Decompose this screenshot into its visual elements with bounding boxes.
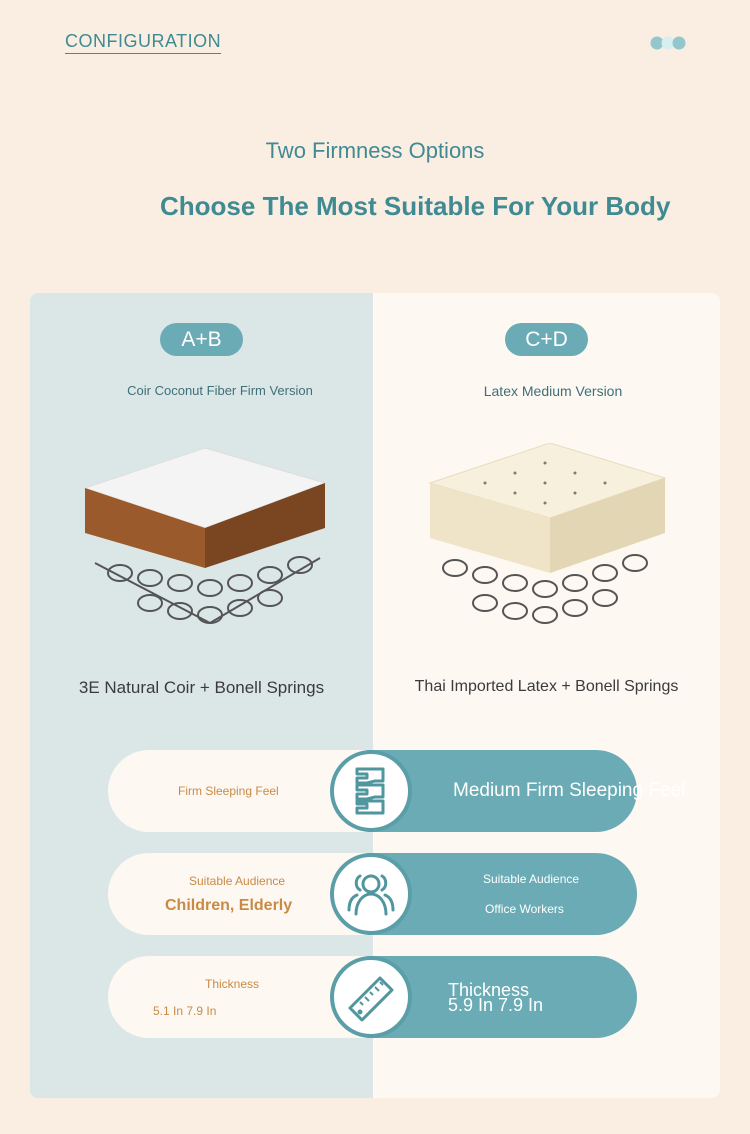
option-badge: A+B — [160, 323, 243, 356]
page-title: Choose The Most Suitable For Your Body — [160, 191, 671, 221]
latex-mattress-image — [428, 443, 667, 624]
audience-value: Children, Elderly — [165, 897, 293, 914]
option-combo: Thai Imported Latex + Bonell Springs — [414, 678, 679, 695]
feel-row: Firm Sleeping Feel Medium Firm Sleeping … — [108, 750, 685, 832]
thickness-value: 5.1 In 7.9 In — [153, 1004, 217, 1018]
audience-label: Suitable Audience — [189, 874, 286, 888]
medium-feel-text: Medium Firm Sleeping Feel — [453, 780, 686, 801]
option-version: Coir Coconut Fiber Firm Version — [127, 383, 313, 398]
subtitle: Two Firmness Options — [265, 138, 485, 163]
coir-mattress-image — [83, 447, 327, 625]
ruler-icon — [348, 976, 394, 1022]
audience-label: Suitable Audience — [483, 872, 580, 886]
thickness-label: Thickness — [448, 980, 530, 1000]
thickness-row: Thickness 5.1 In 7.9 In Thickness 5.9 In… — [108, 956, 637, 1038]
thickness-label: Thickness — [205, 977, 260, 991]
three-dots-icon — [650, 36, 686, 50]
option-badge: C+D — [505, 323, 588, 356]
option-combo: 3E Natural Coir + Bonell Springs — [78, 678, 325, 697]
firm-feel-text: Firm Sleeping Feel — [178, 784, 279, 798]
audience-value: Office Workers — [485, 902, 564, 916]
comparison-card: A+B Coir Coconut Fiber Firm Version 3E N… — [30, 293, 720, 1098]
people-icon — [347, 874, 395, 916]
audience-row: Suitable Audience Children, Elderly Suit… — [108, 853, 637, 935]
section-label: CONFIGURATION — [65, 31, 222, 54]
option-version: Latex Medium Version — [483, 383, 623, 399]
spine-icon — [355, 767, 385, 815]
thickness-value: 5.9 In 7.9 In — [448, 995, 544, 1015]
